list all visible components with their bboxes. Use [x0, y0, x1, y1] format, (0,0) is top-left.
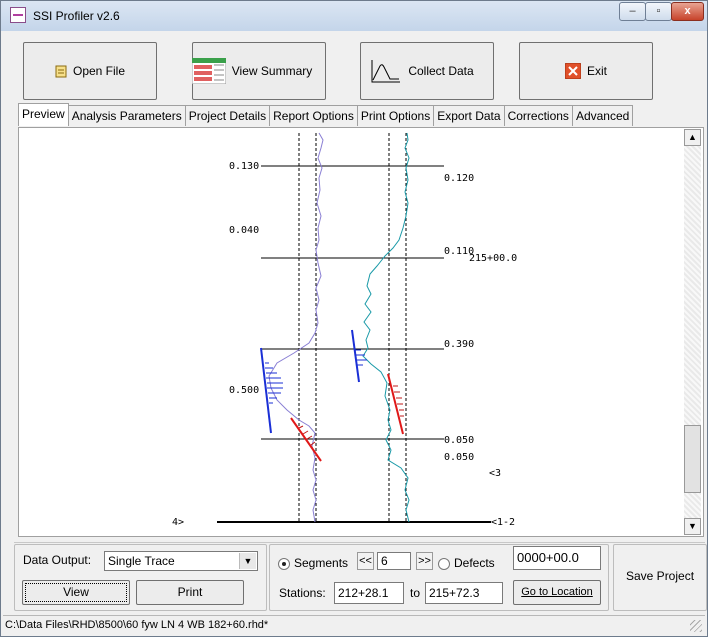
tab-analysis-parameters[interactable]: Analysis Parameters — [67, 105, 186, 126]
segment-input[interactable]: 6 — [377, 552, 411, 570]
view-summary-label: View Summary — [231, 64, 313, 78]
right-label-4: 0.050 — [444, 435, 474, 446]
red-event-marker-left — [290, 417, 322, 462]
tab-project-details[interactable]: Project Details — [184, 105, 271, 126]
preview-scrollbar[interactable]: ▲ ▼ — [684, 129, 701, 535]
close-button[interactable]: x — [671, 2, 704, 21]
marker-3: <3 — [489, 468, 501, 479]
window-title: SSI Profiler v2.6 — [33, 9, 120, 23]
right-profile-trace — [362, 132, 410, 523]
collect-data-label: Collect Data — [408, 64, 474, 78]
folder-icon — [55, 65, 67, 77]
chevron-down-icon[interactable]: ▼ — [239, 553, 256, 569]
tab-report-options[interactable]: Report Options — [269, 105, 358, 126]
station-label: 215+00.0 — [469, 253, 517, 264]
station-to-input[interactable]: 215+72.3 — [425, 582, 503, 604]
previous-segment-button[interactable]: << — [357, 552, 374, 570]
tab-export-data[interactable]: Export Data — [433, 105, 505, 126]
minimize-button[interactable]: – — [619, 2, 646, 21]
data-output-label: Data Output: — [23, 553, 92, 567]
defects-label: Defects — [454, 556, 495, 570]
file-path: C:\Data Files\RHD\8500\60 fyw LN 4 WB 18… — [5, 619, 269, 631]
resize-grip-icon[interactable] — [690, 620, 702, 632]
save-project-button[interactable]: Save Project — [626, 569, 695, 583]
location-input[interactable]: 0000+00.0 — [513, 546, 601, 570]
open-file-label: Open File — [72, 64, 126, 78]
left-profile-trace — [268, 132, 324, 523]
title-bar[interactable]: SSI Profiler v2.6 – ▫ x — [1, 1, 707, 31]
status-bar: C:\Data Files\RHD\8500\60 fyw LN 4 WB 18… — [3, 615, 705, 635]
scroll-thumb[interactable] — [684, 425, 701, 493]
to-label: to — [410, 586, 421, 600]
view-button[interactable]: View — [22, 580, 130, 605]
view-summary-button[interactable]: View Summary — [191, 42, 326, 100]
segments-label: Segments — [294, 556, 349, 570]
segments-radio[interactable] — [278, 558, 290, 570]
scroll-up-icon[interactable]: ▲ — [684, 129, 701, 146]
curve-icon — [371, 60, 401, 83]
reference-lines — [261, 165, 444, 440]
divider — [14, 542, 705, 543]
preview-panel: 0.130 0.040 0.500 0.120 0.110 0.390 0.05… — [18, 127, 704, 537]
tab-strip: Preview Analysis Parameters Project Deta… — [18, 103, 634, 127]
tab-preview[interactable]: Preview — [18, 103, 69, 126]
stations-label: Stations: — [279, 586, 326, 600]
next-segment-button[interactable]: >> — [416, 552, 433, 570]
tab-corrections[interactable]: Corrections — [503, 105, 573, 126]
data-output-value: Single Trace — [108, 554, 175, 568]
tab-print-options[interactable]: Print Options — [356, 105, 435, 126]
app-icon — [10, 7, 26, 23]
profile-trace-view: 0.130 0.040 0.500 0.120 0.110 0.390 0.05… — [172, 132, 517, 528]
defects-radio[interactable] — [438, 558, 450, 570]
data-output-select[interactable]: Single Trace ▼ — [104, 551, 258, 571]
exit-label: Exit — [586, 64, 607, 78]
exit-icon — [564, 63, 581, 79]
open-file-button[interactable]: Open File — [23, 42, 157, 100]
left-label-3: 0.500 — [229, 385, 259, 396]
left-label-2: 0.040 — [229, 225, 259, 236]
marker-1-2: <1-2 — [491, 517, 515, 528]
red-event-marker-right — [387, 373, 404, 435]
navigation-group — [269, 544, 609, 611]
spreadsheet-icon — [191, 58, 226, 84]
blue-event-marker-right — [351, 329, 367, 383]
save-group: Save Project — [613, 544, 707, 611]
station-from-input[interactable]: 212+28.1 — [334, 582, 404, 604]
tab-advanced[interactable]: Advanced — [571, 105, 634, 126]
go-to-location-button[interactable]: Go to Location — [513, 580, 601, 605]
right-label-2: 0.110 — [444, 246, 474, 257]
exit-button[interactable]: Exit — [519, 42, 653, 100]
right-label-1: 0.120 — [444, 173, 474, 184]
output-group — [14, 544, 267, 611]
print-button[interactable]: Print — [136, 580, 244, 605]
right-label-5: 0.050 — [444, 452, 474, 463]
trace-bounds — [298, 133, 407, 522]
scroll-down-icon[interactable]: ▼ — [684, 518, 701, 535]
marker-4: 4> — [172, 517, 184, 528]
blue-event-marker-left — [260, 347, 283, 434]
maximize-button[interactable]: ▫ — [645, 2, 672, 21]
right-label-3: 0.390 — [444, 339, 474, 350]
collect-data-button[interactable]: Collect Data — [360, 42, 494, 100]
left-label-1: 0.130 — [229, 161, 259, 172]
